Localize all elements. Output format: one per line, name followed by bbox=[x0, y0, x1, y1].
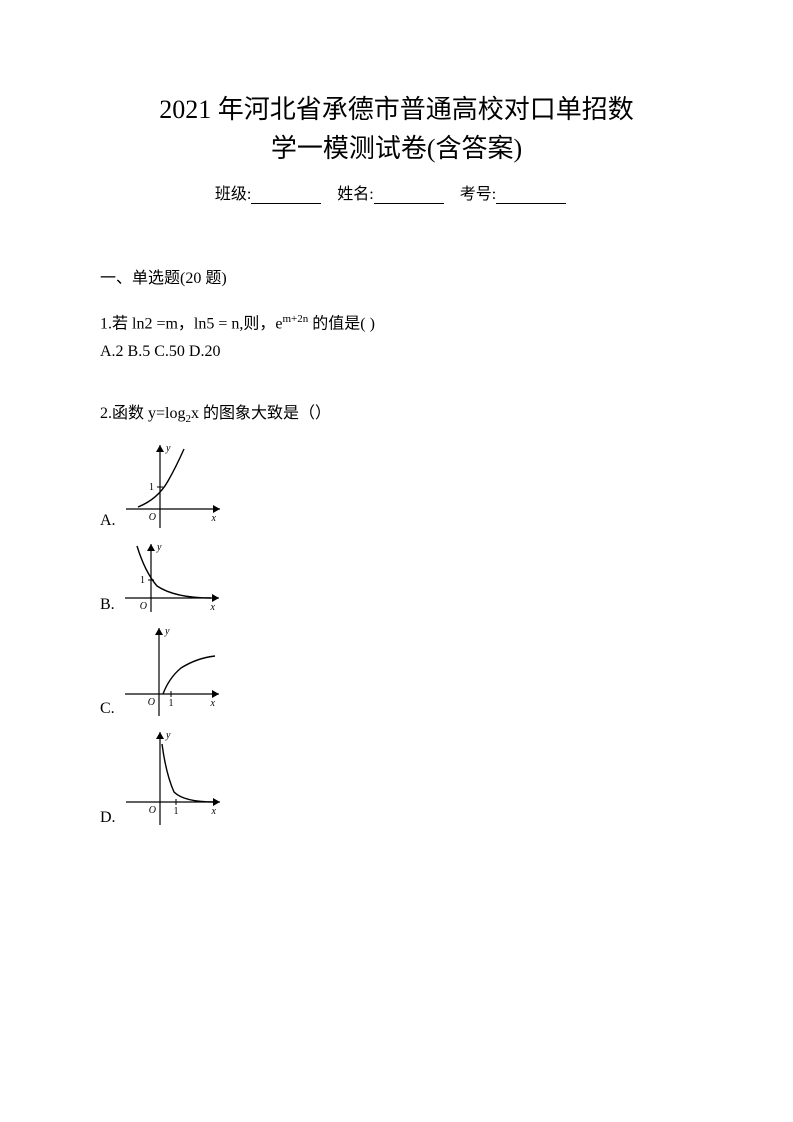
graph-svg: y x O 1 bbox=[120, 437, 230, 532]
svg-text:1: 1 bbox=[168, 698, 173, 709]
class-blank bbox=[251, 186, 321, 204]
q1-prefix: 1.若 ln2 =m，ln5 = n,则，e bbox=[100, 315, 283, 332]
graph-option-row: B. y x O 1 bbox=[100, 536, 693, 616]
svg-text:O: O bbox=[147, 697, 154, 708]
graph-box: y x O 1 bbox=[120, 437, 230, 532]
graph-box: y x O 1 bbox=[119, 620, 229, 720]
title-block: 2021 年河北省承德市普通高校对口单招数 学一模测试卷(含答案) bbox=[100, 90, 693, 168]
svg-text:y: y bbox=[165, 443, 171, 454]
q1-sup: m+2n bbox=[283, 313, 309, 325]
title-line-2: 学一模测试卷(含答案) bbox=[100, 129, 693, 168]
graph-option-label: D. bbox=[100, 809, 116, 829]
svg-text:1: 1 bbox=[173, 806, 178, 817]
svg-text:1: 1 bbox=[140, 575, 145, 586]
name-blank bbox=[374, 186, 444, 204]
svg-text:x: x bbox=[210, 513, 216, 524]
q1-options: A.2 B.5 C.50 D.20 bbox=[100, 338, 693, 365]
svg-text:1: 1 bbox=[149, 482, 154, 493]
graph-box: y x O 1 bbox=[119, 536, 229, 616]
graph-option-row: C. y x O 1 bbox=[100, 620, 693, 720]
q2-mid: x 的图象大致是（） bbox=[191, 405, 331, 422]
graph-option-label: A. bbox=[100, 512, 116, 532]
graph-option-row: D. y x O 1 bbox=[100, 724, 693, 829]
name-label: 姓名: bbox=[337, 186, 373, 203]
question-2: 2.函数 y=log2x 的图象大致是（） bbox=[100, 400, 693, 429]
svg-text:O: O bbox=[148, 512, 155, 523]
graph-box: y x O 1 bbox=[120, 724, 230, 829]
graph-option-label: C. bbox=[100, 700, 115, 720]
svg-text:O: O bbox=[139, 601, 146, 612]
graph-svg: y x O 1 bbox=[120, 724, 230, 829]
title-line-1: 2021 年河北省承德市普通高校对口单招数 bbox=[100, 90, 693, 129]
graph-option-label: B. bbox=[100, 596, 115, 616]
question-1: 1.若 ln2 =m，ln5 = n,则，em+2n 的值是( ) A.2 B.… bbox=[100, 310, 693, 365]
svg-text:x: x bbox=[209, 698, 215, 709]
svg-text:x: x bbox=[210, 806, 216, 817]
graph-option-row: A. y x O 1 bbox=[100, 437, 693, 532]
info-line: 班级: 姓名: 考号: bbox=[100, 180, 693, 204]
graph-svg: y x O 1 bbox=[119, 536, 229, 616]
svg-text:x: x bbox=[209, 602, 215, 613]
section-heading: 一、单选题(20 题) bbox=[100, 264, 693, 288]
exam-label: 考号: bbox=[460, 186, 496, 203]
q1-suffix: 的值是( ) bbox=[308, 315, 375, 332]
class-label: 班级: bbox=[215, 186, 251, 203]
svg-text:y: y bbox=[156, 542, 162, 553]
graphs-container: A. y x O 1 B. y x O 1 C. y x O 1 D. y x O 1 bbox=[100, 437, 693, 829]
svg-text:O: O bbox=[148, 805, 155, 816]
svg-text:y: y bbox=[164, 626, 170, 637]
svg-text:y: y bbox=[165, 730, 171, 741]
q2-prefix: 2.函数 y=log bbox=[100, 405, 185, 422]
graph-svg: y x O 1 bbox=[119, 620, 229, 720]
exam-blank bbox=[496, 186, 566, 204]
